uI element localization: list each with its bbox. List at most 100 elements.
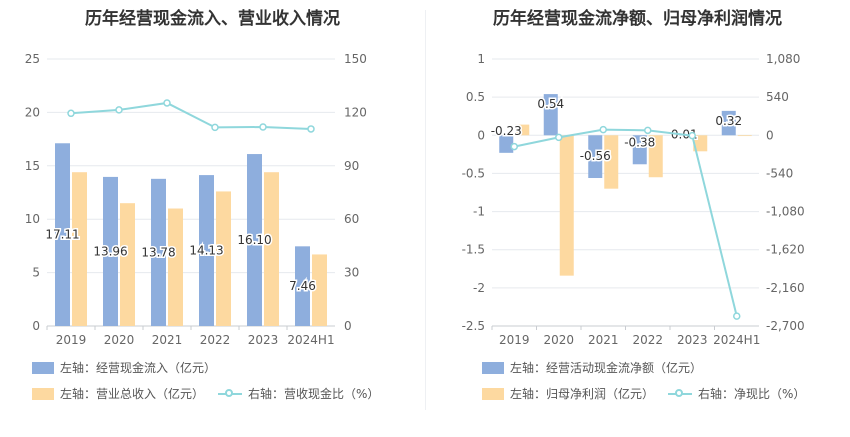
bar xyxy=(216,191,231,326)
legend-item-net-profit[interactable]: 左轴：归母净利润（亿元） xyxy=(482,385,654,402)
x-tick-label: 2021 xyxy=(588,333,619,347)
y-right-tick-label: -540 xyxy=(766,166,793,180)
bar xyxy=(499,135,514,153)
x-tick-label: 2023 xyxy=(248,333,279,347)
y-left-tick-label: 1 xyxy=(477,52,485,66)
line-point xyxy=(211,123,219,132)
data-label: -0.56 xyxy=(580,149,611,163)
data-label: 16.10 xyxy=(237,233,271,247)
legend-swatch xyxy=(32,387,54,400)
bar xyxy=(312,254,327,326)
chart-title: 历年经营现金流入、营业收入情况 xyxy=(85,9,340,29)
bar xyxy=(72,172,87,326)
legend-label: 右轴：营收现金比（%） xyxy=(248,387,380,401)
y-left-tick-label: 0 xyxy=(32,319,40,333)
bar xyxy=(264,172,279,326)
data-label: 14.13 xyxy=(189,244,223,258)
y-right-tick-label: -1,080 xyxy=(766,205,805,219)
y-right-tick-label: 150 xyxy=(344,52,367,66)
y-right-tick-label: -2,160 xyxy=(766,281,805,295)
data-label: 7.46 xyxy=(289,279,316,293)
y-left-tick-label: -2.5 xyxy=(462,319,485,333)
line-point xyxy=(688,131,696,140)
x-tick-label: 2019 xyxy=(56,333,87,347)
bar xyxy=(120,203,135,326)
y-left-tick-label: 0 xyxy=(477,128,485,142)
chart-plot: -2.5 -2 -1.5 -1 -0.5 0 0.5 1 -2,700 -2,160 -1,620 -… xyxy=(462,52,805,347)
y-right-tick-label: 120 xyxy=(344,105,367,119)
bar xyxy=(648,135,663,178)
chart-plot: 0 5 10 15 20 25 0 30 60 90 120 150 2019 2020 2021 2022 2… xyxy=(25,52,367,347)
y-left-tick-label: 10 xyxy=(25,212,40,226)
y-right-tick-label: 540 xyxy=(766,90,789,104)
bar xyxy=(543,94,558,136)
y-right-tick-label: 0 xyxy=(344,319,352,333)
data-label: 13.96 xyxy=(93,244,127,258)
line-point xyxy=(67,109,75,118)
chart-panel-net-cash: 历年经营现金流净额、归母净利润情况 -2.5 -2 -1.5 -1 -0.5 0 0.5 1-… xyxy=(425,0,850,437)
bar xyxy=(515,124,530,136)
y-left-tick-label: 5 xyxy=(32,266,40,280)
x-tick-label: 2022 xyxy=(200,333,231,347)
x-tick-label: 2023 xyxy=(677,333,708,347)
series-line xyxy=(514,128,738,317)
y-left-tick-label: 15 xyxy=(25,159,40,173)
panel-divider xyxy=(425,10,426,410)
bar xyxy=(693,135,708,152)
line-point xyxy=(307,125,315,133)
bar xyxy=(55,143,70,326)
line-point xyxy=(115,106,123,114)
legend-item-cash-inflow[interactable]: 左轴：经营现金流入（亿元） xyxy=(32,359,216,376)
bar xyxy=(737,135,752,137)
y-left-tick-label: -2 xyxy=(473,281,485,295)
y-right-tick-label: 1,080 xyxy=(766,52,800,66)
series-line xyxy=(70,101,312,130)
y-left-tick-label: -0.5 xyxy=(462,166,485,180)
x-tick-label: 2024H1 xyxy=(713,333,760,347)
data-label: 0.54 xyxy=(537,97,564,111)
data-label: 17.11 xyxy=(45,228,79,242)
legend-label: 左轴：经营活动现金流净额（亿元） xyxy=(510,361,703,375)
data-label: 13.78 xyxy=(141,245,175,259)
y-right-tick-label: 30 xyxy=(344,266,359,280)
y-right-tick-label: -2,700 xyxy=(766,319,805,333)
legend-item-net-cash-ratio[interactable]: 右轴：净现比（%） xyxy=(668,385,805,402)
line-point xyxy=(599,125,607,134)
legend-label: 左轴：营业总收入（亿元） xyxy=(60,387,205,401)
x-tick-label: 2024H1 xyxy=(287,333,334,347)
y-right-tick-label: 0 xyxy=(766,128,774,142)
legend-label: 左轴：经营现金流入（亿元） xyxy=(60,361,217,375)
legend-swatch xyxy=(482,361,504,374)
y-right-tick-label: 90 xyxy=(344,159,359,173)
bar xyxy=(199,175,214,326)
bar xyxy=(151,178,166,326)
data-label: -0.38 xyxy=(624,135,655,149)
y-left-tick-label: -1 xyxy=(473,205,485,219)
x-tick-label: 2019 xyxy=(499,333,530,347)
chart-panel-cash-inflow: 历年经营现金流入、营业收入情况 0 5 10 15 20 25 0 30 60 90 120 150 2… xyxy=(25,9,380,402)
legend-label: 右轴：净现比（%） xyxy=(698,387,806,401)
chart-title: 历年经营现金流净额、归母净利润情况 xyxy=(493,9,782,29)
legend-label: 左轴：归母净利润（亿元） xyxy=(510,387,655,401)
line-point xyxy=(259,123,267,131)
bar xyxy=(247,154,262,326)
legend-item-net-cash[interactable]: 左轴：经营活动现金流净额（亿元） xyxy=(482,359,702,376)
x-tick-label: 2020 xyxy=(543,333,574,347)
legend-swatch xyxy=(482,387,504,400)
bar xyxy=(559,135,574,276)
line-point xyxy=(644,126,652,135)
bar xyxy=(168,208,183,326)
x-tick-label: 2022 xyxy=(632,333,663,347)
line-point xyxy=(733,312,741,320)
legend-item-revenue-cash-ratio[interactable]: 右轴：营收现金比（%） xyxy=(218,385,379,402)
y-right-tick-label: 60 xyxy=(344,212,359,226)
legend-item-revenue[interactable]: 左轴：营业总收入（亿元） xyxy=(32,385,204,402)
bar xyxy=(588,135,603,179)
bar xyxy=(103,176,118,326)
bar xyxy=(632,135,647,165)
legend-swatch xyxy=(32,361,54,374)
bar xyxy=(295,246,310,326)
line-point xyxy=(163,99,171,107)
y-left-tick-label: -1.5 xyxy=(462,243,485,257)
y-left-tick-label: 20 xyxy=(25,105,40,119)
